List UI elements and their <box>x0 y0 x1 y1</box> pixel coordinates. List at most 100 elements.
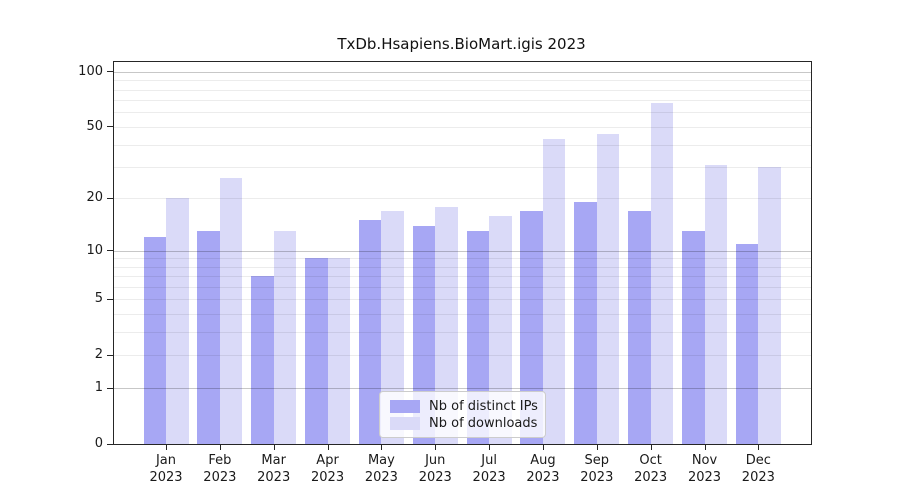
x-label-year: 2023 <box>203 470 237 485</box>
bar-distinct-ips-oct <box>628 210 651 444</box>
x-label-month: Dec <box>745 453 771 468</box>
gridline-minor-5 <box>114 299 811 301</box>
x-tick-aug <box>542 444 544 450</box>
x-tick-label-may: May 2023 <box>351 452 411 486</box>
bar-downloads-jul <box>489 215 512 444</box>
bar-downloads-aug <box>542 138 566 444</box>
plot-area: 100 50 20 10 5 2 1 0 Jan 2023 Feb 2023 Mar 2023 Apr 202… <box>78 61 812 485</box>
y-tick-10 <box>107 250 114 252</box>
bar-distinct-ips-feb <box>197 231 220 444</box>
chart-title: TxDb.Hsapiens.BioMart.igis 2023 <box>337 35 586 53</box>
x-label-year: 2023 <box>418 470 452 485</box>
x-tick-feb <box>219 444 221 450</box>
legend-swatch-distinct-ips <box>390 400 420 413</box>
gridline-major-100 <box>114 71 811 73</box>
y-tick-50 <box>107 126 114 128</box>
x-label-year: 2023 <box>149 470 183 485</box>
x-label-year: 2023 <box>741 470 775 485</box>
x-label-month: Feb <box>208 453 232 468</box>
gridline-minor-9 <box>114 258 811 260</box>
x-tick-jun <box>435 444 437 450</box>
bar-downloads-nov <box>704 164 727 444</box>
gridline-minor-70 <box>114 100 811 102</box>
x-label-month: Jul <box>481 453 497 468</box>
x-label-month: Sep <box>584 453 610 468</box>
bar-downloads-apr <box>327 258 351 444</box>
x-tick-may <box>381 444 383 450</box>
x-label-year: 2023 <box>687 470 722 485</box>
gridline-minor-90 <box>114 80 811 82</box>
x-tick-label-dec: Dec 2023 <box>728 452 788 486</box>
x-label-year: 2023 <box>580 470 614 485</box>
bar-downloads-sep <box>596 133 620 444</box>
x-tick-jan <box>166 444 167 450</box>
bar-downloads-mar <box>273 231 297 444</box>
x-tick-label-mar: Mar 2023 <box>244 452 304 486</box>
x-tick-label-oct: Oct 2023 <box>621 452 681 486</box>
bar-downloads-feb <box>219 178 243 444</box>
x-tick-label-jun: Jun 2023 <box>405 452 465 486</box>
bar-distinct-ips-sep <box>574 202 597 444</box>
x-tick-apr <box>327 444 329 450</box>
bar-distinct-ips-dec <box>735 243 759 444</box>
gridline-minor-3 <box>114 332 811 334</box>
x-tick-label-nov: Nov 2023 <box>675 452 735 486</box>
x-tick-label-sep: Sep 2023 <box>567 452 627 486</box>
y-tick-label-2: 2 <box>94 347 103 363</box>
y-tick-20 <box>107 197 114 199</box>
bar-distinct-ips-apr <box>305 258 328 444</box>
gridline-minor-50 <box>114 126 811 128</box>
bar-downloads-oct <box>650 102 674 444</box>
x-label-month: Nov <box>691 453 718 468</box>
gridline-minor-60 <box>114 112 811 114</box>
bar-distinct-ips-may <box>358 220 382 444</box>
x-tick-sep <box>596 444 598 450</box>
legend-label-distinct-ips: Nb of distinct IPs <box>429 399 538 414</box>
y-tick-label-1: 1 <box>94 380 103 396</box>
legend-item-downloads: Nb of downloads <box>390 416 537 431</box>
x-tick-label-jan: Jan 2023 <box>136 452 196 486</box>
x-label-year: 2023 <box>364 470 398 485</box>
y-tick-label-100: 100 <box>78 63 103 79</box>
legend-item-distinct-ips: Nb of distinct IPs <box>390 399 538 414</box>
bar-downloads-jun <box>435 206 458 444</box>
x-tick-label-aug: Aug 2023 <box>513 452 573 486</box>
x-label-year: 2023 <box>634 470 668 485</box>
x-label-year: 2023 <box>526 470 560 485</box>
y-tick-label-10: 10 <box>86 242 103 258</box>
x-tick-mar <box>273 444 275 450</box>
legend: Nb of distinct IPs Nb of downloads <box>379 391 546 438</box>
gridline-minor-40 <box>114 144 811 146</box>
x-label-month: Apr <box>316 453 339 468</box>
y-tick-5 <box>107 298 114 300</box>
gridline-minor-7 <box>114 276 811 278</box>
bar-distinct-ips-jul <box>466 231 490 444</box>
bar-distinct-ips-jan <box>143 237 166 444</box>
y-tick-label-20: 20 <box>86 190 103 206</box>
gridline-minor-30 <box>114 167 811 169</box>
gridline-minor-8 <box>114 266 811 268</box>
x-label-month: Jan <box>155 453 177 468</box>
gridline-major-10 <box>114 250 811 252</box>
gridline-minor-4 <box>114 314 811 316</box>
y-tick-1 <box>107 387 114 389</box>
gridline-minor-20 <box>114 198 811 200</box>
bar-downloads-may <box>381 210 404 444</box>
gridline-minor-6 <box>114 287 811 289</box>
y-tick-label-0: 0 <box>94 436 103 451</box>
x-label-year: 2023 <box>311 470 345 485</box>
y-tick-label-50: 50 <box>86 118 103 134</box>
gridline-minor-2 <box>114 355 811 357</box>
x-label-month: Mar <box>261 453 286 468</box>
x-label-month: Jun <box>425 453 446 468</box>
x-tick-dec <box>758 444 760 450</box>
y-tick-2 <box>107 354 114 356</box>
x-tick-label-apr: Apr 2023 <box>298 452 358 486</box>
legend-swatch-downloads <box>390 417 420 430</box>
x-label-month: Aug <box>530 453 556 468</box>
x-label-month: Oct <box>639 453 662 468</box>
bar-distinct-ips-nov <box>682 231 705 444</box>
x-label-year: 2023 <box>257 470 291 485</box>
x-tick-nov <box>704 444 706 450</box>
bar-distinct-ips-mar <box>251 276 274 444</box>
